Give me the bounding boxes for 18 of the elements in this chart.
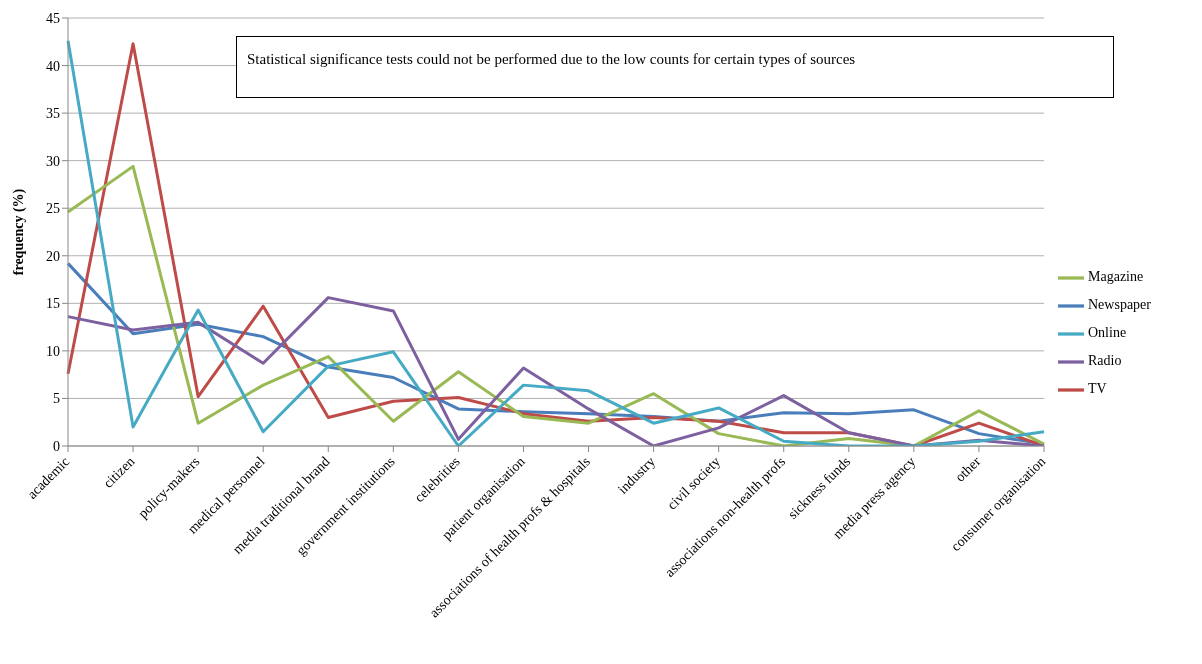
y-axis-title: frequency (%) [10, 188, 27, 276]
legend-label: TV [1088, 381, 1107, 396]
y-tick-label: 20 [46, 248, 60, 264]
y-tick-label: 15 [46, 296, 60, 312]
legend-label: Radio [1088, 353, 1122, 368]
legend-label: Magazine [1088, 269, 1144, 284]
y-tick-label: 35 [46, 106, 60, 122]
legend-label: Newspaper [1088, 297, 1151, 312]
note-box: Statistical significance tests could not be performed due to the low counts for certain types of sources [236, 36, 1114, 98]
y-tick-label: 10 [46, 343, 60, 359]
legend-label: Online [1088, 325, 1127, 340]
y-tick-label: 40 [46, 58, 60, 74]
x-tick-label: other [952, 453, 984, 485]
y-tick-label: 0 [53, 438, 60, 454]
y-tick-label: 5 [53, 391, 60, 407]
y-tick-label: 25 [46, 201, 60, 217]
y-tick-label: 45 [46, 10, 60, 26]
y-tick-label: 30 [46, 153, 60, 169]
